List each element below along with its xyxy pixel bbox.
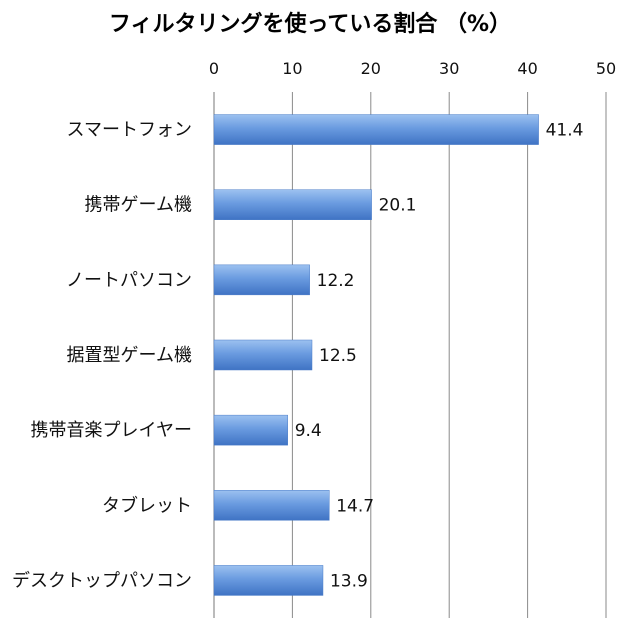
x-tick-label-40: 40 (517, 59, 537, 78)
x-tick-label-30: 30 (439, 59, 459, 78)
category-label-3: 据置型ゲーム機 (67, 345, 192, 366)
value-label-4: 9.4 (295, 421, 322, 441)
x-tick-label-20: 20 (361, 59, 381, 78)
bar-4 (213, 414, 288, 446)
value-label-3: 12.5 (319, 346, 357, 366)
category-label-1: 携帯ゲーム機 (85, 195, 192, 216)
x-tick-label-50: 50 (596, 59, 616, 78)
value-label-1: 20.1 (379, 196, 417, 216)
bar-3 (213, 339, 313, 371)
bar-6 (213, 565, 324, 596)
value-label-6: 13.9 (330, 571, 368, 591)
category-label-6: デスクトップパソコン (12, 570, 192, 591)
chart-title: フィルタリングを使っている割合 （%） (108, 12, 512, 37)
bar-2 (213, 264, 310, 296)
bar-0 (213, 114, 539, 145)
x-tick-label-0: 0 (209, 59, 219, 78)
bar-1 (213, 189, 372, 220)
value-label-5: 14.7 (336, 496, 374, 516)
category-label-0: スマートフォン (67, 120, 192, 141)
x-tick-label-10: 10 (282, 59, 302, 78)
category-label-4: 携帯音楽プレイヤー (31, 420, 192, 441)
value-label-2: 12.2 (317, 271, 355, 291)
category-label-5: タブレット (102, 494, 192, 516)
value-label-0: 41.4 (546, 121, 584, 141)
category-label-2: ノートパソコン (66, 270, 192, 291)
bar-5 (213, 490, 330, 521)
